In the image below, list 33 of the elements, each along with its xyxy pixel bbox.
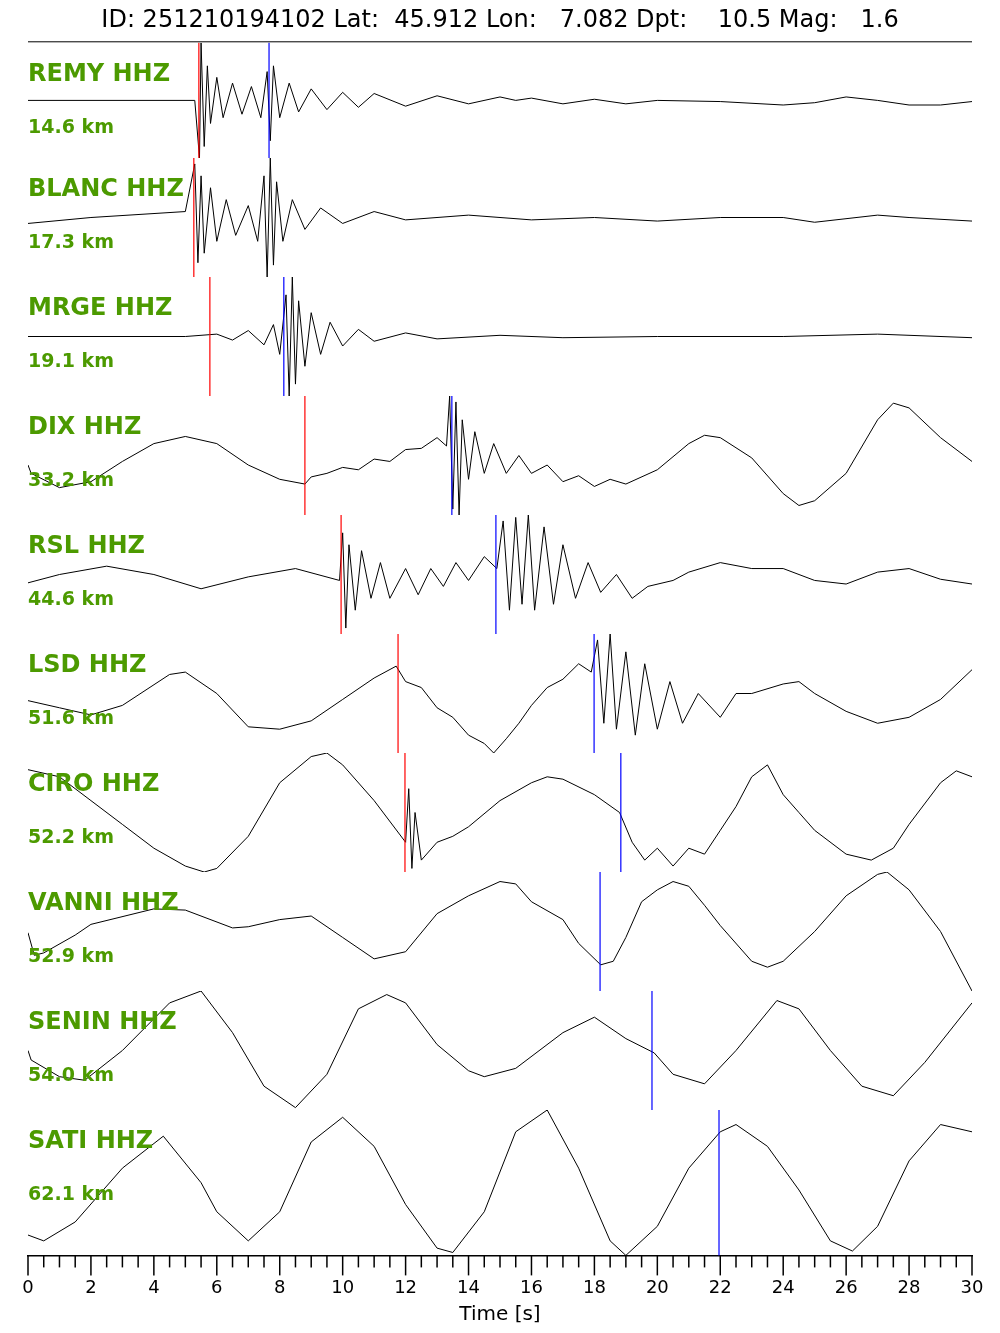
x-tick-label: 14 xyxy=(457,1275,480,1297)
x-tick-label: 2 xyxy=(85,1275,97,1297)
annotation: DIX HHZ xyxy=(28,412,142,440)
x-tick-label: 22 xyxy=(708,1275,732,1297)
x-tick-label: 16 xyxy=(520,1275,543,1297)
annotation: 17.3 km xyxy=(28,230,114,252)
annotation: 19.1 km xyxy=(28,349,114,371)
x-tick-label: 8 xyxy=(274,1275,286,1297)
annotation: 52.9 km xyxy=(28,944,114,966)
annotation: 14.6 km xyxy=(28,114,114,137)
annotation: RSL HHZ xyxy=(28,531,145,559)
x-tick-label: 30 xyxy=(960,1275,984,1297)
x-tick-label: 10 xyxy=(331,1275,355,1297)
x-tick-label: 0 xyxy=(22,1275,34,1297)
x-tick-label: 6 xyxy=(211,1275,223,1297)
annotation: 51.6 km xyxy=(28,706,114,728)
x-tick-label: 20 xyxy=(645,1275,669,1297)
annotation: LSD HHZ xyxy=(28,650,147,678)
x-axis-title: Time [s] xyxy=(458,1301,541,1326)
x-tick-label: 26 xyxy=(834,1275,858,1297)
annotation: SATI HHZ xyxy=(28,1126,154,1154)
x-tick-label: 24 xyxy=(771,1275,795,1297)
annotation: BLANC HHZ xyxy=(28,174,184,202)
annotation: 52.2 km xyxy=(28,825,114,847)
annotation: VANNI HHZ xyxy=(28,888,179,916)
annotation: 44.6 km xyxy=(28,587,114,609)
x-tick-label: 12 xyxy=(394,1275,418,1297)
annotation: REMY HHZ xyxy=(28,58,171,87)
annotation: MRGE HHZ xyxy=(28,293,173,321)
x-tick-label: 28 xyxy=(897,1275,921,1297)
x-tick-label: 4 xyxy=(148,1275,160,1297)
chart-title: ID: 251210194102 Lat: 45.912 Lon: 7.082 Dpt: 10.5 Mag: 1.6 xyxy=(101,4,899,33)
x-tick-label: 18 xyxy=(582,1275,606,1297)
